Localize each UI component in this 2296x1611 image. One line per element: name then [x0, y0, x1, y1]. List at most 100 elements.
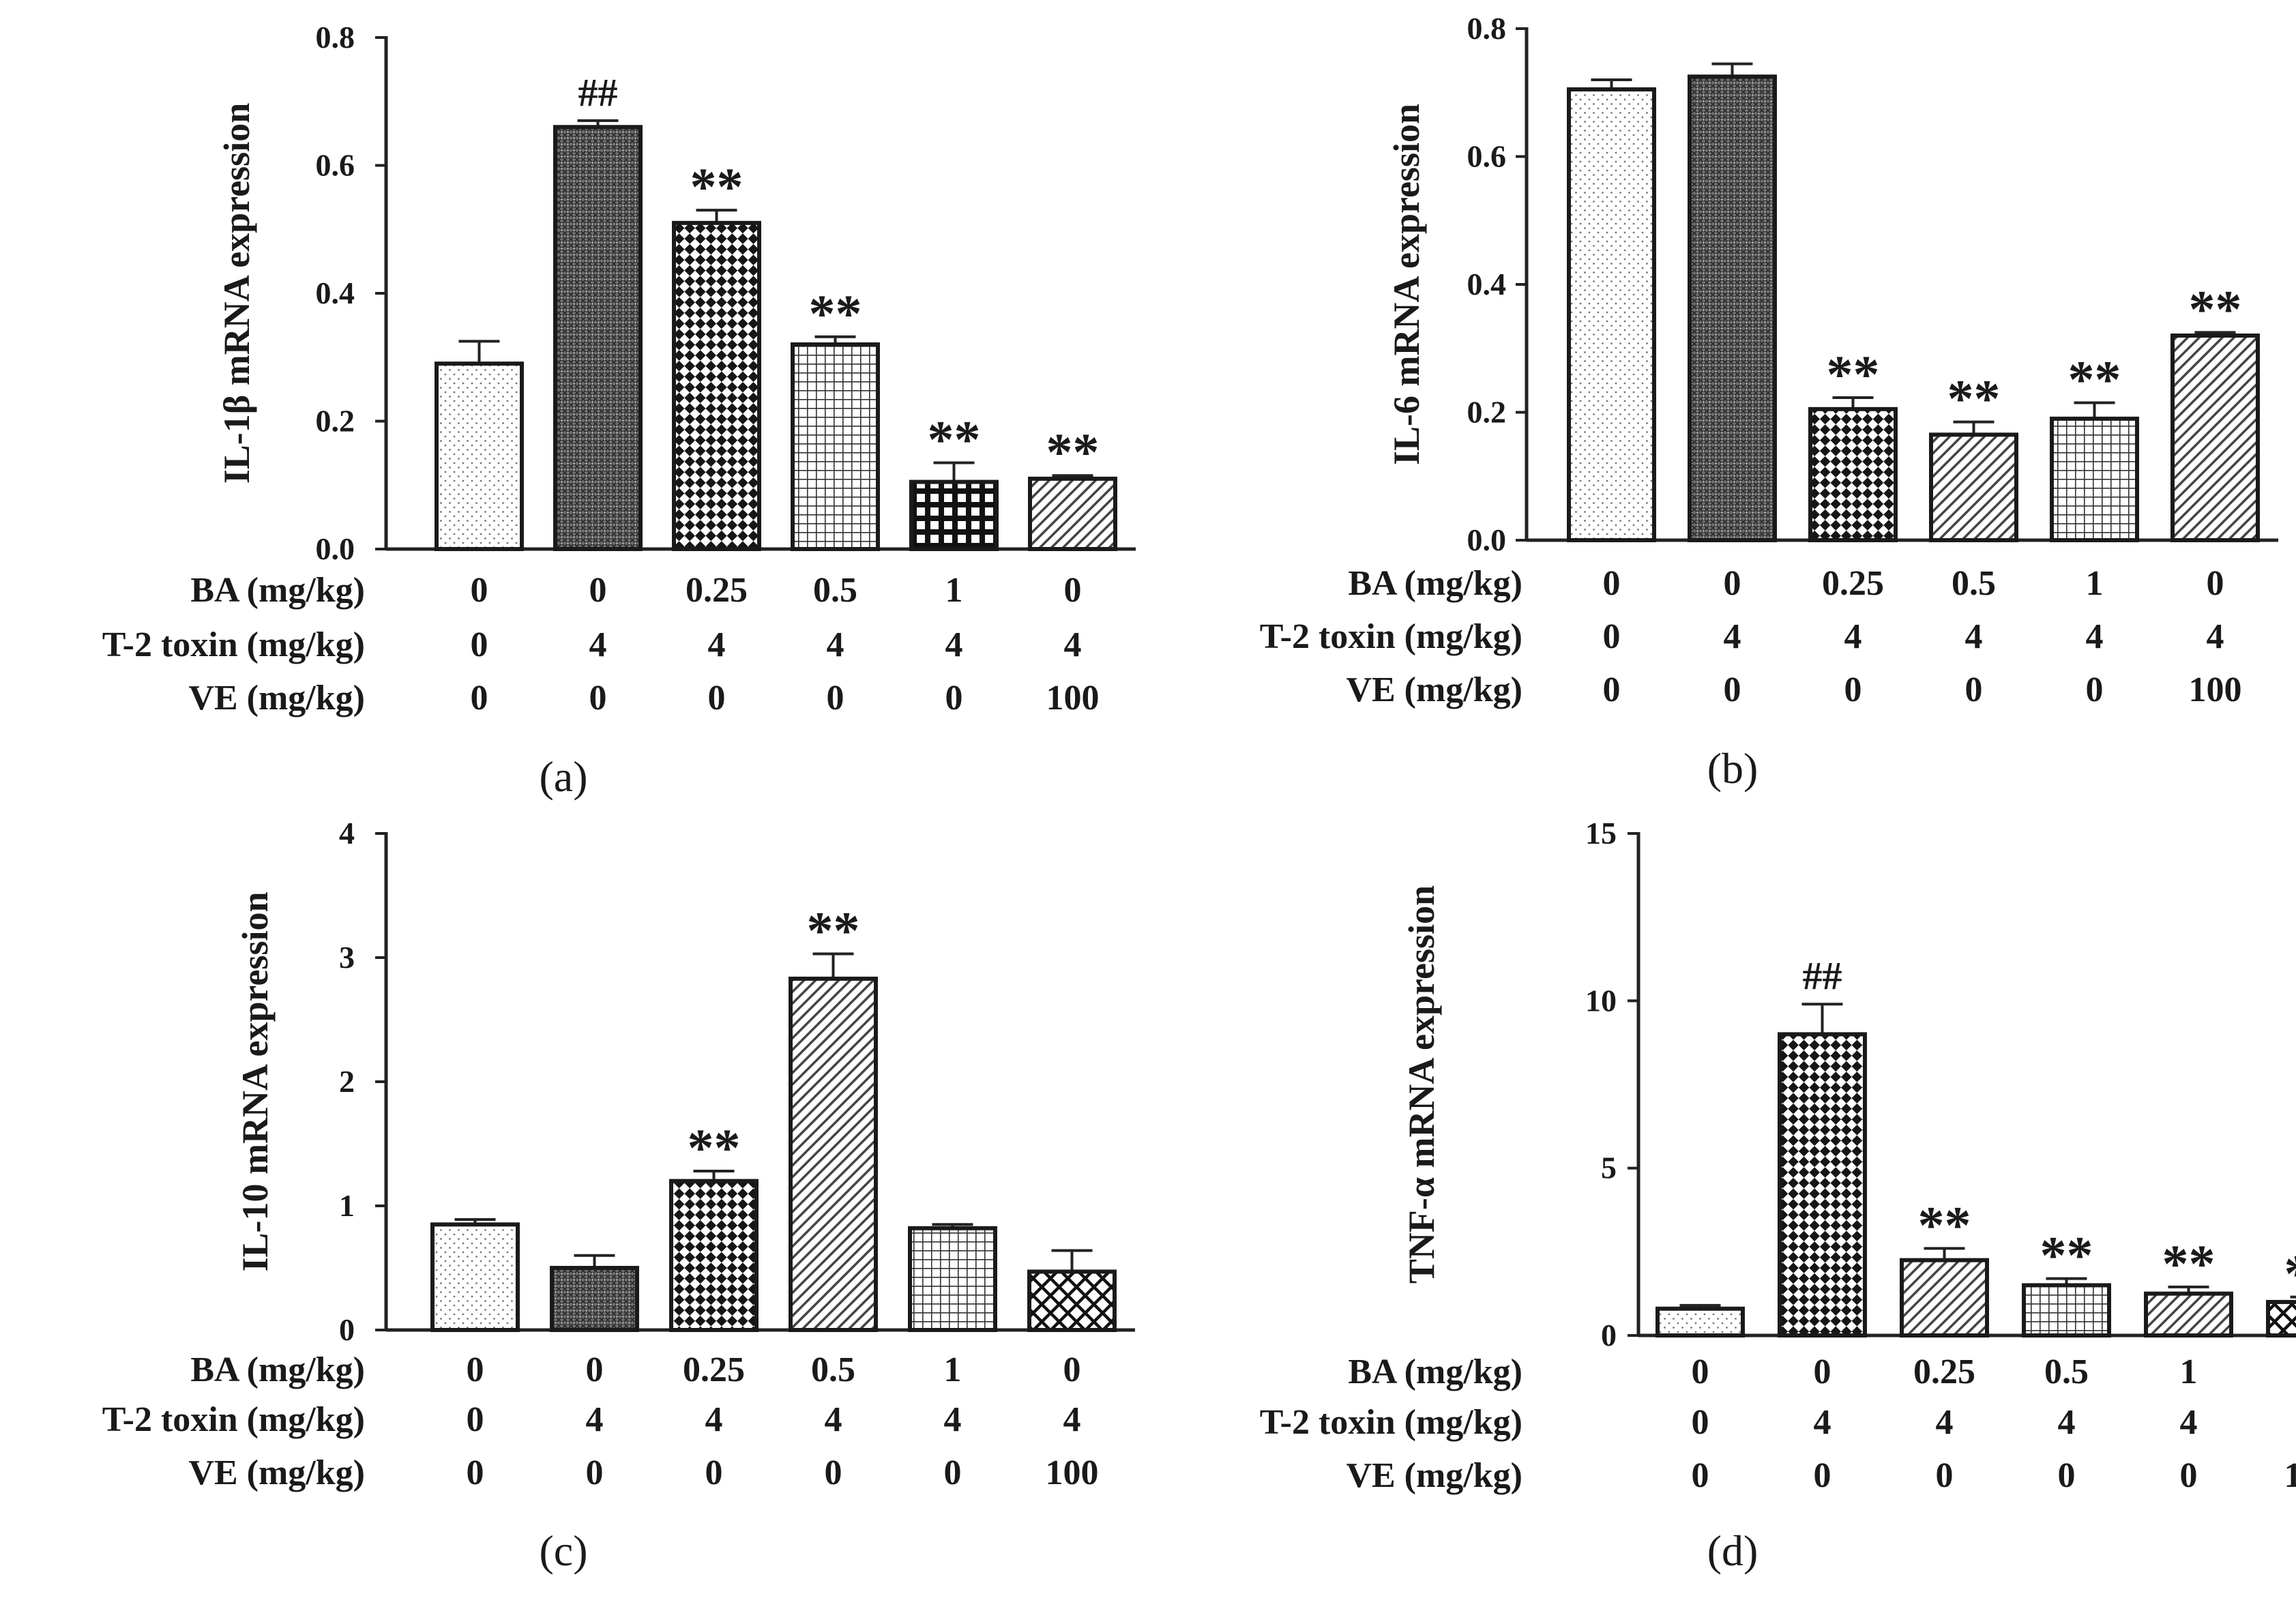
condition-row-label: BA (mg/kg) — [190, 1350, 365, 1389]
condition-value: 4 — [825, 1400, 842, 1439]
y-tick-label: 15 — [1585, 816, 1617, 851]
condition-value: 0 — [1692, 1353, 1709, 1391]
condition-value: 0 — [1063, 1350, 1081, 1389]
bar — [1778, 1032, 1867, 1338]
panel-label: (a) — [539, 752, 587, 801]
condition-value: 4 — [944, 1400, 962, 1439]
bar — [2144, 1291, 2233, 1337]
y-tick-label: 0.4 — [1467, 267, 1507, 301]
condition-value: 0.25 — [1822, 564, 1884, 603]
significance-marker: ** — [2189, 279, 2242, 338]
condition-row-label: BA (mg/kg) — [190, 571, 365, 610]
condition-value: 0 — [1844, 670, 1862, 709]
significance-marker: ** — [690, 157, 744, 216]
condition-value: 100 — [2284, 1456, 2296, 1495]
condition-value: 0 — [825, 1453, 842, 1492]
condition-value: 4 — [589, 625, 607, 664]
bar — [1688, 74, 1777, 542]
condition-value: 0.25 — [1913, 1353, 1975, 1391]
condition-value: 0.25 — [683, 1350, 745, 1389]
y-tick-label: 4 — [339, 816, 355, 851]
condition-row-label: T-2 toxin (mg/kg) — [102, 625, 365, 664]
y-tick-label: 0.6 — [1467, 139, 1507, 174]
bar — [1655, 1306, 1745, 1338]
chart-panel-a: 0.0 0.2 0.4 0.6 0.8 IL-1β mRNA expression ## **… — [102, 20, 1136, 801]
significance-marker: ** — [928, 409, 981, 469]
significance-marker: ** — [807, 901, 860, 960]
condition-value: 100 — [1046, 1453, 1099, 1492]
condition-value: 0 — [586, 1453, 604, 1492]
significance-marker: ** — [1046, 422, 1100, 482]
y-tick-label: 10 — [1585, 983, 1617, 1018]
y-axis-label: TNF-α mRNA expression — [1401, 885, 1442, 1284]
bar — [2170, 334, 2260, 542]
condition-value: 4 — [586, 1400, 604, 1439]
condition-value: 4 — [705, 1400, 723, 1439]
significance-marker: ## — [1803, 954, 1842, 998]
condition-value: 0 — [2058, 1456, 2076, 1495]
y-tick-label: 3 — [339, 940, 355, 975]
condition-value: 0 — [945, 679, 963, 718]
bar — [550, 1266, 639, 1332]
condition-row-label: VE (mg/kg) — [188, 679, 365, 718]
bar — [672, 220, 761, 551]
condition-value: 1 — [945, 571, 963, 610]
significance-marker: ** — [2040, 1226, 2093, 1285]
y-tick-label: 0 — [1601, 1318, 1617, 1353]
condition-value: 0 — [1692, 1403, 1709, 1442]
condition-value: 4 — [1064, 625, 1082, 664]
condition-value: 0.5 — [2044, 1353, 2089, 1391]
y-tick-label: 5 — [1601, 1151, 1617, 1185]
condition-value: 0.5 — [1952, 564, 1996, 603]
condition-row-label: BA (mg/kg) — [1348, 1353, 1522, 1391]
panel-label: (c) — [539, 1526, 587, 1575]
condition-row-label: T-2 toxin (mg/kg) — [102, 1400, 365, 1439]
bar — [909, 479, 999, 551]
y-tick-label: 0.0 — [316, 531, 355, 566]
condition-value: 4 — [1814, 1403, 1831, 1442]
chart-panel-c: 0 1 2 3 4 IL-10 mRNA expression ** ** BA (mg/kg)… — [102, 816, 1135, 1575]
condition-value: 1 — [2180, 1353, 2198, 1391]
condition-value: 0.25 — [686, 571, 748, 610]
y-axis-label: IL-10 mRNA expression — [235, 891, 276, 1271]
condition-row-label: VE (mg/kg) — [1346, 1456, 1522, 1495]
condition-value: 0 — [467, 1453, 484, 1492]
condition-value: 0.5 — [813, 571, 857, 610]
condition-value: 0 — [1965, 670, 1983, 709]
condition-value: 4 — [1724, 617, 1741, 656]
bar — [789, 976, 878, 1332]
bar — [1027, 1269, 1117, 1332]
condition-value: 0 — [2207, 564, 2224, 603]
bar — [435, 361, 524, 551]
condition-value: 4 — [1936, 1403, 1954, 1442]
condition-value: 0 — [705, 1453, 723, 1492]
condition-value: 4 — [945, 625, 963, 664]
condition-value: 0 — [827, 679, 844, 718]
chart-panel-b: 0.0 0.2 0.4 0.6 0.8 IL-6 mRNA expression ** ** *… — [1260, 11, 2278, 793]
y-tick-label: 0 — [339, 1312, 355, 1347]
condition-value: 4 — [827, 625, 844, 664]
condition-value: 0 — [1724, 564, 1741, 603]
y-tick-label: 0.8 — [1467, 11, 1507, 46]
condition-value: 0 — [1936, 1456, 1954, 1495]
condition-value: 0 — [471, 679, 488, 718]
condition-value: 0 — [944, 1453, 962, 1492]
bar — [2022, 1283, 2111, 1338]
condition-value: 4 — [2180, 1403, 2198, 1442]
significance-marker: ** — [1947, 369, 2001, 428]
significance-marker: ** — [2162, 1234, 2216, 1293]
y-tick-label: 0.8 — [316, 20, 355, 55]
bar — [553, 125, 643, 551]
bar — [1567, 87, 1656, 542]
significance-marker: ** — [809, 284, 862, 343]
bar — [908, 1226, 997, 1333]
bar — [430, 1222, 520, 1333]
condition-value: 0 — [2180, 1456, 2198, 1495]
y-tick-label: 1 — [339, 1188, 355, 1223]
condition-value: 0 — [1692, 1456, 1709, 1495]
condition-value: 0 — [589, 571, 607, 610]
condition-row-label: T-2 toxin (mg/kg) — [1260, 617, 1522, 656]
bar — [2266, 1299, 2296, 1338]
